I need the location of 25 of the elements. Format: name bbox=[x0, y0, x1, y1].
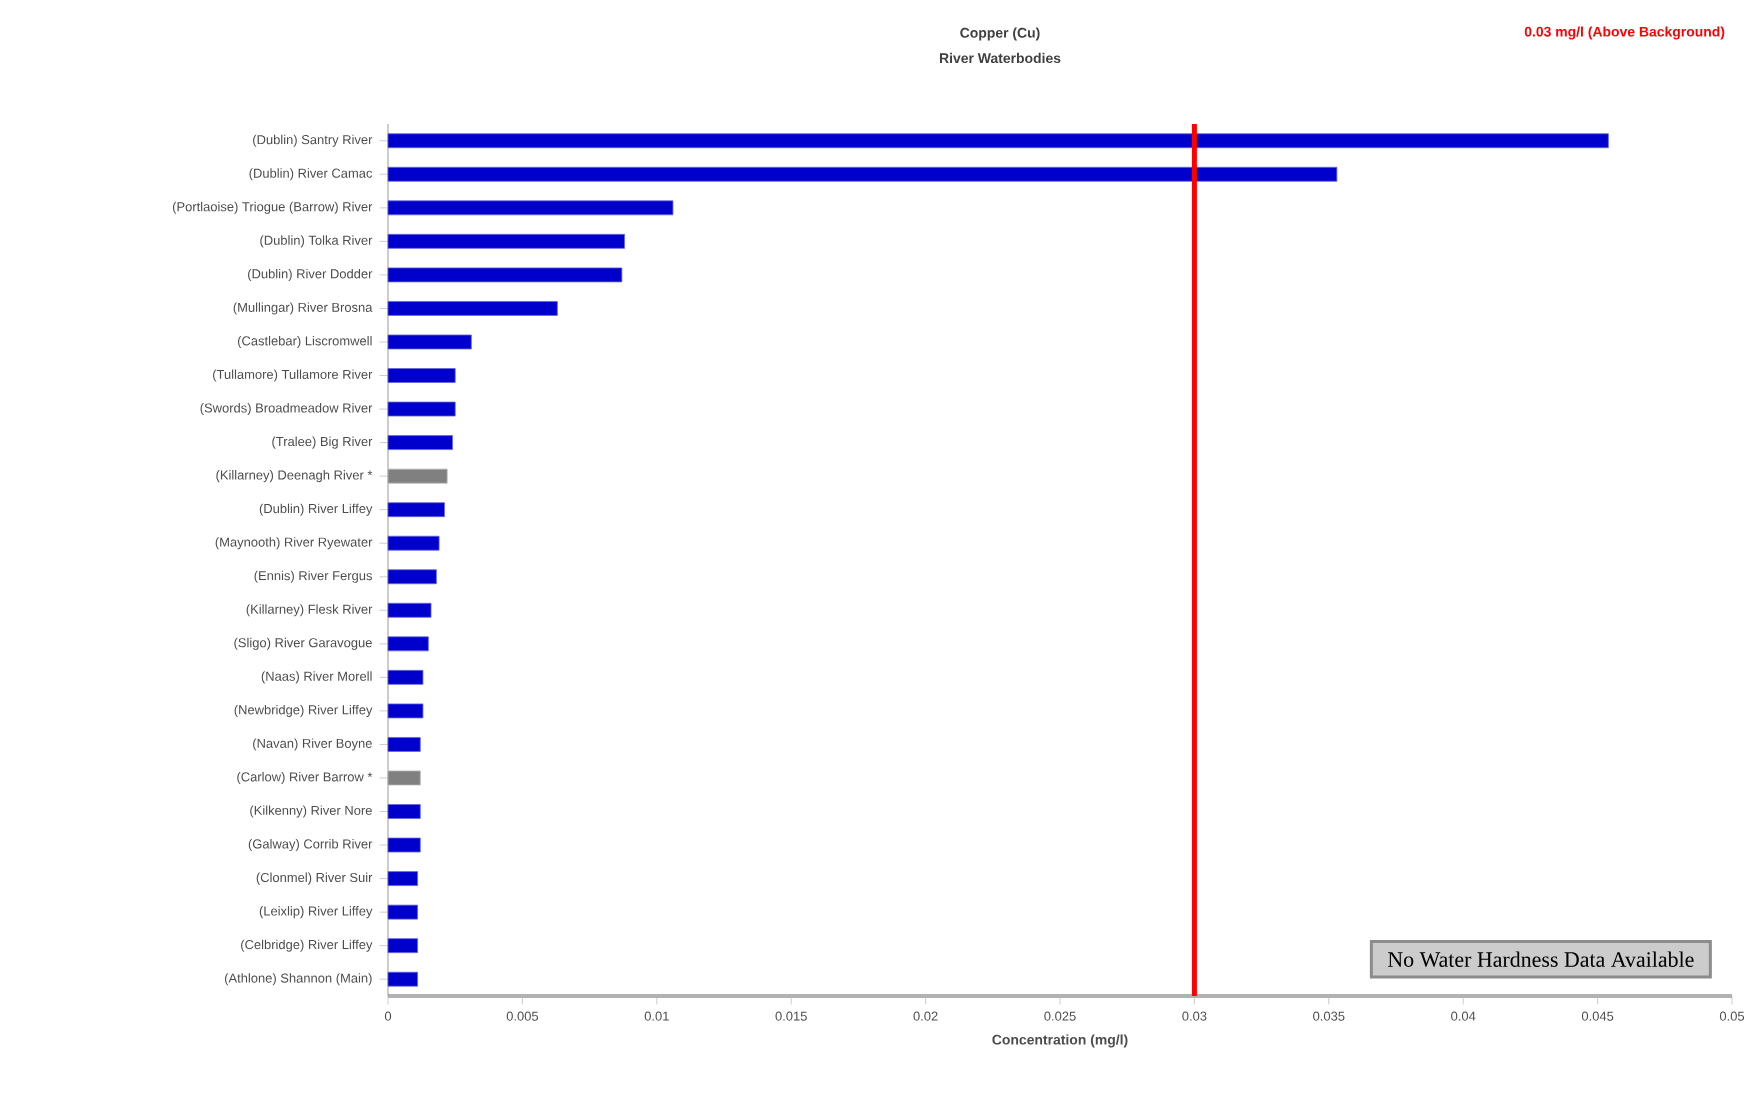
bar bbox=[387, 669, 424, 685]
bar bbox=[387, 166, 1338, 182]
bar bbox=[387, 368, 456, 383]
bar bbox=[387, 535, 440, 551]
bar bbox=[387, 267, 623, 283]
bar bbox=[387, 569, 437, 585]
bar bbox=[387, 401, 456, 417]
bar bbox=[387, 233, 625, 249]
bar bbox=[387, 837, 421, 853]
bar bbox=[387, 938, 418, 954]
bar bbox=[387, 435, 453, 450]
bar bbox=[387, 200, 674, 216]
bar bbox=[387, 703, 424, 719]
bar bbox=[387, 904, 418, 920]
bar bbox=[387, 636, 429, 652]
bar bbox=[387, 602, 432, 618]
bar bbox=[387, 502, 445, 518]
bar bbox=[387, 301, 558, 316]
bar bbox=[387, 133, 1609, 149]
bar bbox=[387, 334, 472, 350]
bar bbox=[387, 871, 418, 886]
annotation: No Water Hardness Data Available bbox=[1387, 951, 1694, 968]
bar bbox=[387, 804, 421, 819]
bar bbox=[387, 971, 418, 987]
bar bbox=[387, 737, 421, 752]
